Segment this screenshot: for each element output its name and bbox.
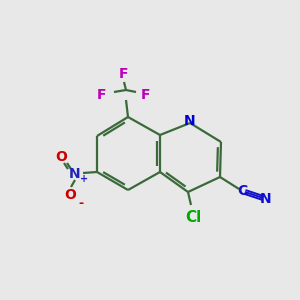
Text: N: N: [260, 192, 272, 206]
Text: O: O: [55, 150, 67, 164]
Text: F: F: [97, 88, 107, 102]
Text: F: F: [141, 88, 151, 102]
Text: C: C: [237, 184, 247, 198]
Text: N: N: [184, 114, 196, 128]
Text: -: -: [78, 196, 84, 209]
Text: N: N: [69, 167, 81, 181]
Text: O: O: [64, 188, 76, 202]
Text: +: +: [80, 174, 88, 184]
Text: F: F: [119, 67, 129, 81]
Text: Cl: Cl: [185, 211, 201, 226]
